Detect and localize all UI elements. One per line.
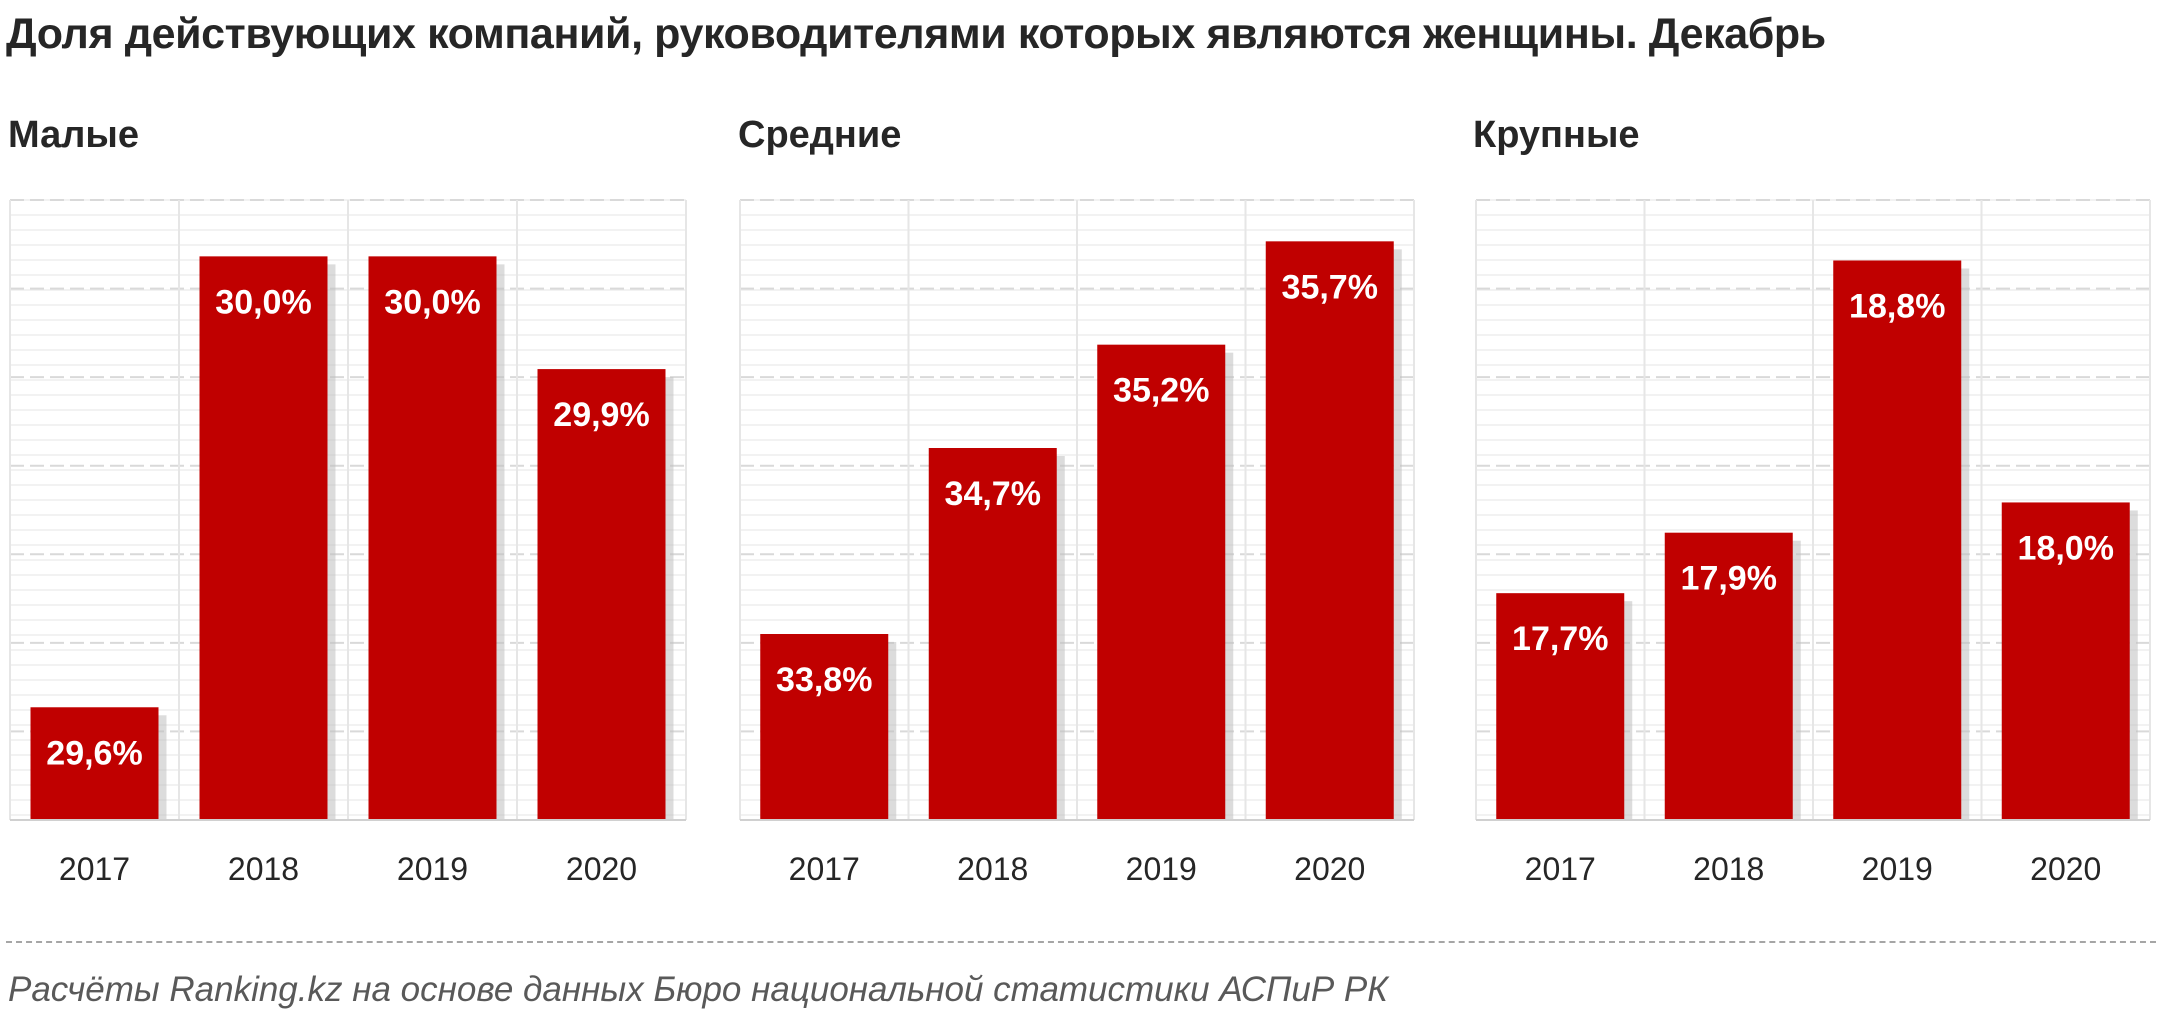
bar-small-2020 bbox=[537, 369, 666, 820]
bar-small-2019 bbox=[368, 256, 497, 820]
bar-large-2019 bbox=[1833, 260, 1962, 820]
bar-large-2017 bbox=[1496, 593, 1625, 820]
x-tick-label: 2020 bbox=[566, 851, 637, 887]
chart-panel-small: 29,6% 2017 30,0% 2018 30,0% 2019 29,9% 2020 bbox=[9, 199, 687, 887]
data-label: 33,8% bbox=[776, 661, 872, 699]
data-label: 35,7% bbox=[1282, 268, 1378, 306]
footer-divider bbox=[6, 941, 2156, 943]
bar-large-2018 bbox=[1664, 532, 1793, 820]
panel-title-medium: Средние bbox=[738, 114, 902, 156]
bar-medium-2017 bbox=[760, 634, 889, 820]
chart-title: Доля действующих компаний, руководителям… bbox=[6, 10, 1826, 58]
x-tick-label: 2019 bbox=[1862, 851, 1933, 887]
x-tick-label: 2017 bbox=[1525, 851, 1596, 887]
charts-canvas: 29,6%201730,0%201830,0%201929,9%202033,8… bbox=[9, 199, 2151, 887]
chart-panel-medium: 33,8% 2017 34,7% 2018 35,2% 2019 35,7% 2020 bbox=[739, 199, 1415, 887]
bar-small-2017 bbox=[30, 707, 159, 820]
data-label: 30,0% bbox=[215, 283, 311, 321]
data-label: 29,9% bbox=[553, 396, 649, 434]
bar-medium-2018 bbox=[928, 448, 1057, 820]
data-label: 30,0% bbox=[384, 283, 480, 321]
source-note: Расчёты Ranking.kz на основе данных Бюро… bbox=[8, 970, 1388, 1009]
data-label: 18,8% bbox=[1849, 287, 1945, 325]
bar-small-2018 bbox=[199, 256, 328, 820]
bar-medium-2019 bbox=[1097, 344, 1226, 820]
x-tick-label: 2017 bbox=[59, 851, 130, 887]
x-tick-label: 2020 bbox=[1294, 851, 1365, 887]
x-tick-label: 2018 bbox=[957, 851, 1028, 887]
panel-title-small: Малые bbox=[8, 114, 139, 156]
data-label: 18,0% bbox=[2018, 529, 2114, 567]
x-tick-label: 2019 bbox=[397, 851, 468, 887]
x-tick-label: 2019 bbox=[1126, 851, 1197, 887]
panel-title-large: Крупные bbox=[1473, 114, 1640, 156]
data-label: 34,7% bbox=[945, 475, 1041, 513]
x-tick-label: 2018 bbox=[1693, 851, 1764, 887]
data-label: 35,2% bbox=[1113, 372, 1209, 410]
x-tick-label: 2017 bbox=[789, 851, 860, 887]
data-label: 17,9% bbox=[1681, 560, 1777, 598]
bar-large-2020 bbox=[2001, 502, 2130, 820]
x-tick-label: 2018 bbox=[228, 851, 299, 887]
bar-medium-2020 bbox=[1265, 241, 1394, 821]
data-label: 17,7% bbox=[1512, 620, 1608, 658]
chart-panel-large: 17,7% 2017 17,9% 2018 18,8% 2019 18,0% 2020 bbox=[1475, 199, 2151, 887]
data-label: 29,6% bbox=[46, 734, 142, 772]
x-tick-label: 2020 bbox=[2030, 851, 2101, 887]
